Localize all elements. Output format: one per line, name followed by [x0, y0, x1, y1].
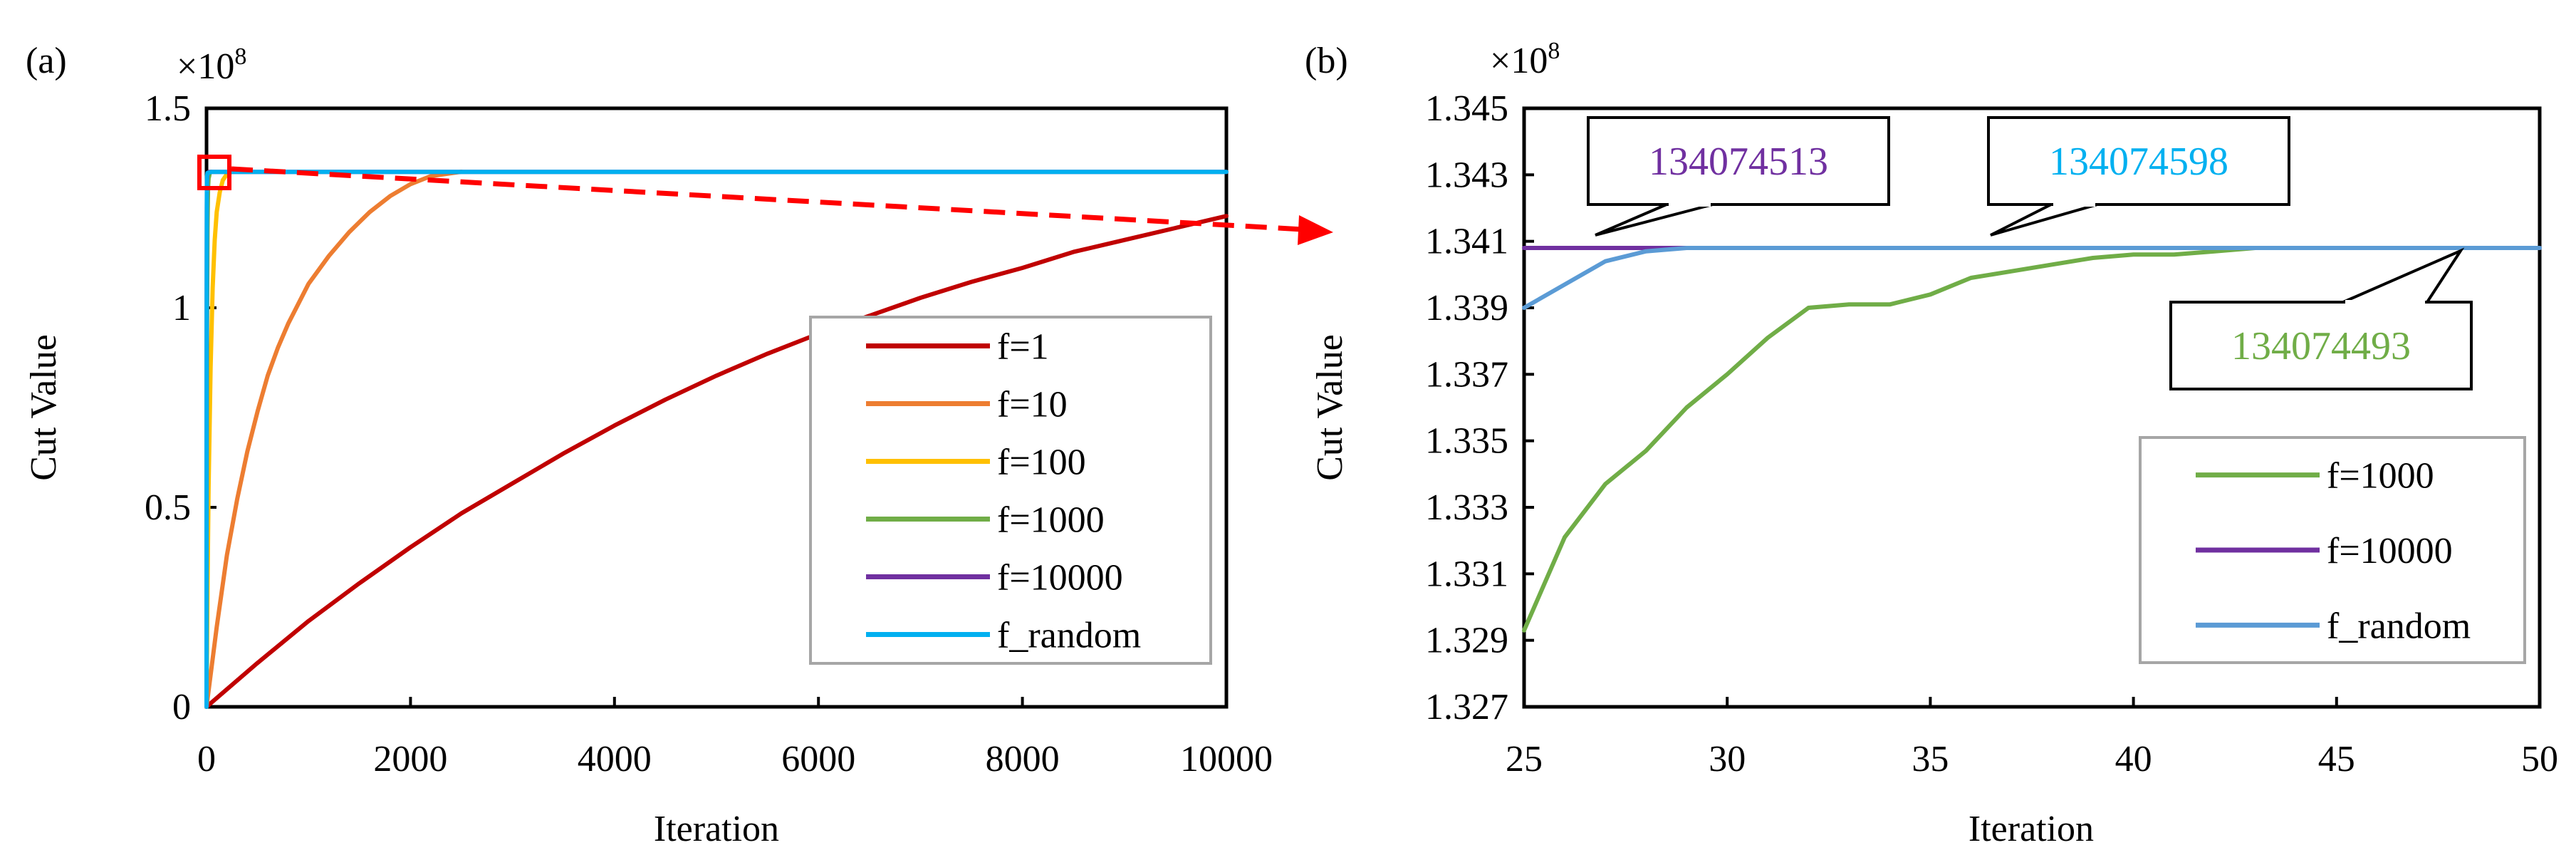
- x-tick-label: 35: [1912, 739, 1949, 779]
- x-tick-label: 30: [1709, 739, 1746, 779]
- x-tick-label: 8000: [986, 739, 1060, 779]
- callout-value: 134074513: [1649, 140, 1828, 184]
- y-tick-label: 1.329: [1425, 621, 1508, 661]
- x-tick-label: 10000: [1180, 739, 1273, 779]
- zoom-highlight-box: [197, 155, 231, 190]
- legend-a: f=1 f=10 f=100 f=1000 f=10000 f_random: [809, 316, 1212, 665]
- x-tick-label: 45: [2318, 739, 2355, 779]
- y-tick-label: 1: [172, 288, 191, 328]
- callout-value: 134074493: [2231, 324, 2411, 368]
- y-tick-label: 1.337: [1425, 354, 1508, 395]
- panel-label-a: (a): [26, 41, 67, 81]
- y-tick-label: 1.341: [1425, 222, 1508, 262]
- legend-label: f=10: [997, 385, 1068, 425]
- legend-b: f=1000 f=10000 f_random: [2139, 436, 2526, 664]
- callout-box: [2169, 301, 2473, 390]
- series-line-f-random: [1522, 246, 2542, 310]
- zoom-arrow-head: [1298, 215, 1333, 245]
- x-tick-label: 25: [1506, 739, 1543, 779]
- y-axis-label-b: Cut Value: [1310, 334, 1350, 481]
- y-tick-label: 1.339: [1425, 288, 1508, 328]
- series-group-a: [204, 170, 1229, 709]
- y-tick-label: 1.331: [1425, 554, 1508, 594]
- legend-label: f=1000: [997, 500, 1105, 541]
- y-multiplier-a: ×108: [177, 43, 246, 87]
- callout-pointer: [1990, 203, 2098, 237]
- x-axis-ticks-a: 0 2000 4000 6000 8000 10000: [197, 697, 1273, 779]
- y-multiplier-b: ×108: [1490, 38, 1560, 81]
- legend-box: [809, 316, 1212, 665]
- legend-label: f_random: [997, 616, 1141, 656]
- y-tick-label: 0.5: [145, 487, 191, 528]
- panel-label-b: (b): [1305, 41, 1348, 81]
- legend-label: f=100: [997, 442, 1086, 483]
- zoom-arrow-line: [231, 166, 1304, 232]
- legend-label: f=10000: [997, 558, 1123, 599]
- y-tick-label: 1.335: [1425, 421, 1508, 462]
- legend-label: f=10000: [2327, 531, 2453, 571]
- legend-label: f=1: [997, 327, 1049, 368]
- y-tick-label: 1.333: [1425, 487, 1508, 528]
- x-tick-label: 40: [2115, 739, 2152, 779]
- legend-label: f=1000: [2327, 456, 2434, 497]
- callout-box: [1987, 116, 2290, 206]
- y-axis-ticks-a: 0 0.5 1 1.5: [145, 88, 217, 727]
- plot-area-b: [1522, 106, 2542, 709]
- x-axis-label-b: Iteration: [1968, 809, 2094, 849]
- series-line-f-10: [204, 170, 464, 709]
- chart-panel-b: (b) ×108 1.3271.3291.3311.3331.3351.3371…: [1305, 38, 2558, 849]
- y-tick-label: 1.345: [1425, 88, 1508, 129]
- y-tick-label: 1.343: [1425, 155, 1508, 195]
- series-group-b: [1522, 246, 2542, 633]
- y-tick-label: 0: [172, 687, 191, 727]
- callout-value: 134074598: [2049, 140, 2228, 184]
- x-axis-label-a: Iteration: [654, 809, 779, 849]
- x-tick-label: 6000: [781, 739, 855, 779]
- chart-panel-a: (a) ×108 0 0.5 1 1.5 0 2000 4000 6000 8000 10000…: [24, 41, 1333, 849]
- y-tick-label: 1.327: [1425, 687, 1508, 727]
- callout-pointer: [2342, 247, 2465, 304]
- x-tick-label: 0: [197, 739, 216, 779]
- legend-label: f_random: [2327, 606, 2471, 646]
- series-line-f-100: [204, 170, 234, 709]
- x-tick-label: 2000: [373, 739, 447, 779]
- callout-box: [1587, 116, 1890, 206]
- series-line-f-random: [204, 170, 1229, 709]
- x-tick-label: 4000: [578, 739, 652, 779]
- x-axis-ticks-b: 25 30 35 40 45 50: [1506, 697, 2558, 779]
- callouts-b: 134074513 134074598 134074493: [1587, 116, 2473, 390]
- y-axis-ticks-b: 1.327 1.329 1.331 1.333 1.335 1.337 1.339 1.341…: [1425, 88, 1534, 727]
- callout-pointer: [1595, 203, 1714, 237]
- x-tick-label: 50: [2521, 739, 2558, 779]
- y-tick-label: 1.5: [145, 88, 191, 129]
- series-line-f-1: [204, 214, 1229, 709]
- y-axis-label-a: Cut Value: [24, 334, 64, 481]
